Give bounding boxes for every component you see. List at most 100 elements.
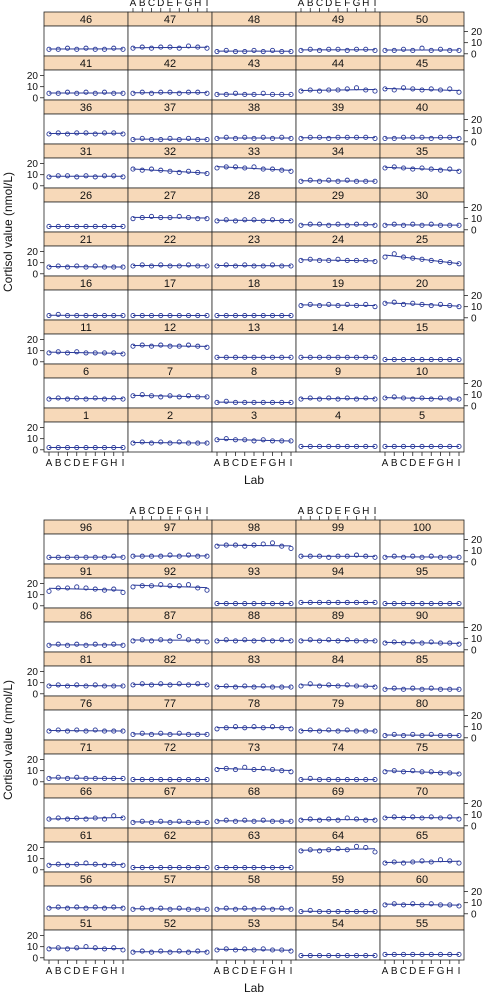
x-tick-label: D (241, 966, 248, 977)
data-point (344, 47, 350, 53)
data-point (176, 865, 182, 871)
data-point (223, 217, 229, 223)
data-point (92, 90, 98, 96)
panel-strip-label: 16 (80, 278, 92, 290)
data-point (74, 641, 80, 647)
y-tick-label: 0 (32, 953, 38, 964)
data-point (55, 904, 61, 910)
data-point (204, 45, 210, 51)
data-point (242, 817, 248, 823)
data-point (55, 395, 61, 401)
data-point (92, 174, 98, 180)
data-point (64, 683, 71, 689)
panel-50: 50 (379, 11, 465, 57)
data-point (260, 683, 266, 689)
data-point (111, 173, 117, 179)
data-point (176, 905, 182, 911)
data-point (176, 777, 182, 783)
panel-86: 86 (43, 607, 129, 653)
data-point (372, 728, 378, 734)
data-point (391, 731, 397, 737)
data-point (400, 902, 407, 908)
x-axis-title: Lab (244, 981, 264, 995)
data-point (447, 686, 453, 692)
data-point (316, 909, 323, 915)
data-point (335, 443, 341, 449)
data-point (64, 642, 71, 648)
data-point (269, 638, 276, 644)
data-point (428, 357, 434, 363)
data-point (269, 601, 276, 607)
trend-line (384, 860, 460, 864)
data-point (185, 865, 192, 871)
data-point (167, 638, 173, 644)
data-point (232, 90, 239, 96)
data-point (130, 137, 136, 143)
panel-strip-label: 92 (164, 566, 176, 578)
data-point (269, 865, 276, 871)
panel-94: 94 (295, 563, 381, 609)
data-point (269, 47, 276, 53)
data-point (176, 681, 182, 687)
data-point (269, 262, 276, 268)
data-point (307, 816, 313, 822)
panel-plot-area (295, 533, 381, 565)
panel-strip-label: 69 (332, 786, 344, 798)
panel-25: 25 (379, 231, 465, 277)
data-point (185, 637, 192, 643)
data-point (437, 301, 444, 307)
data-point (223, 542, 229, 548)
data-point (223, 683, 229, 689)
x-tick-label: H (362, 0, 369, 9)
data-point (437, 951, 444, 957)
data-point (92, 223, 98, 229)
data-point (111, 683, 117, 689)
data-point (83, 45, 89, 51)
data-point (298, 354, 304, 360)
panel-plot-area (379, 885, 465, 917)
data-point (382, 135, 388, 141)
data-point (74, 445, 80, 451)
y-tick-label: 0 (32, 777, 38, 788)
panel-plot-area (211, 533, 297, 565)
y-tick-label: 20 (27, 335, 39, 346)
panel-20: 20 (379, 275, 465, 321)
data-point (158, 865, 164, 871)
data-point (260, 313, 266, 319)
data-point (185, 215, 192, 221)
x-tick-label: D (241, 458, 248, 469)
data-point (55, 641, 61, 647)
data-point (148, 583, 155, 589)
data-point (148, 137, 155, 143)
data-point (307, 953, 313, 959)
data-point (46, 683, 52, 689)
x-tick-label: A (382, 458, 389, 469)
data-point (260, 218, 266, 224)
data-point (46, 775, 52, 781)
data-point (307, 443, 313, 449)
panel-16: 16 (43, 275, 129, 321)
data-point (139, 681, 145, 687)
panel-49: 49 (295, 11, 381, 57)
data-point (120, 775, 126, 781)
data-point (46, 588, 52, 594)
data-point (64, 775, 71, 781)
data-point (158, 342, 164, 348)
data-point (260, 765, 266, 771)
data-point (64, 816, 71, 822)
data-point (428, 135, 434, 141)
x-tick-label: G (269, 966, 277, 977)
data-point (139, 342, 145, 348)
data-point (326, 395, 332, 401)
data-point (167, 949, 173, 955)
data-point (232, 724, 239, 730)
panel-61: 61 (43, 827, 129, 873)
data-point (148, 906, 155, 912)
y-tick-label: 10 (471, 390, 483, 401)
data-point (83, 264, 89, 270)
data-point (101, 775, 108, 781)
panel-36: 36 (43, 99, 129, 145)
data-point (176, 343, 182, 349)
data-point (130, 777, 136, 783)
x-tick-label: H (110, 966, 117, 977)
